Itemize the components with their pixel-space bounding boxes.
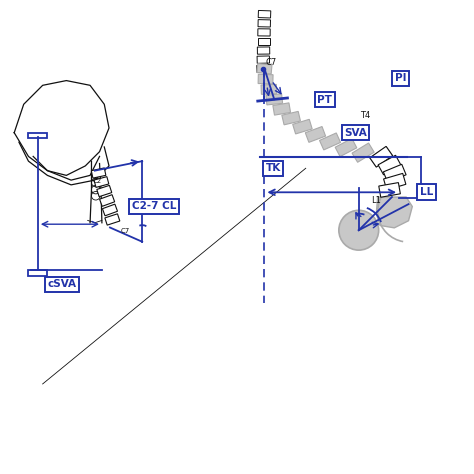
Polygon shape: [293, 119, 312, 134]
Text: L1: L1: [371, 196, 381, 205]
Polygon shape: [105, 214, 120, 225]
Text: C2: C2: [92, 178, 102, 184]
Polygon shape: [257, 65, 269, 73]
Text: SVA: SVA: [344, 128, 367, 138]
Polygon shape: [97, 185, 112, 197]
Polygon shape: [376, 197, 412, 228]
Polygon shape: [258, 19, 271, 27]
Polygon shape: [258, 29, 270, 36]
Polygon shape: [370, 146, 392, 167]
Polygon shape: [383, 164, 406, 182]
Text: LL: LL: [420, 187, 433, 197]
Text: TK: TK: [265, 163, 281, 173]
Polygon shape: [28, 270, 47, 276]
Polygon shape: [261, 84, 277, 94]
Circle shape: [339, 210, 379, 250]
Text: cSVA: cSVA: [47, 279, 76, 290]
Polygon shape: [335, 138, 357, 156]
Polygon shape: [257, 47, 270, 54]
Polygon shape: [257, 56, 270, 64]
Text: PT: PT: [317, 94, 332, 105]
Polygon shape: [28, 133, 47, 138]
Polygon shape: [266, 94, 283, 105]
Polygon shape: [91, 168, 106, 178]
Text: C7: C7: [121, 228, 130, 234]
Polygon shape: [352, 143, 374, 162]
Polygon shape: [258, 38, 270, 45]
Polygon shape: [378, 155, 401, 175]
Polygon shape: [94, 177, 109, 187]
Text: C2-7 CL: C2-7 CL: [132, 201, 176, 211]
Polygon shape: [102, 204, 118, 216]
Polygon shape: [319, 133, 340, 150]
Polygon shape: [100, 195, 115, 206]
Polygon shape: [370, 146, 392, 167]
Polygon shape: [258, 74, 273, 84]
Text: PI: PI: [395, 73, 406, 83]
Text: T4: T4: [360, 110, 371, 119]
Polygon shape: [257, 64, 272, 74]
Polygon shape: [383, 173, 406, 190]
Polygon shape: [282, 111, 301, 125]
Polygon shape: [305, 127, 326, 142]
Polygon shape: [273, 103, 291, 115]
Polygon shape: [379, 182, 401, 197]
Polygon shape: [258, 10, 271, 18]
Text: C7: C7: [265, 58, 277, 67]
